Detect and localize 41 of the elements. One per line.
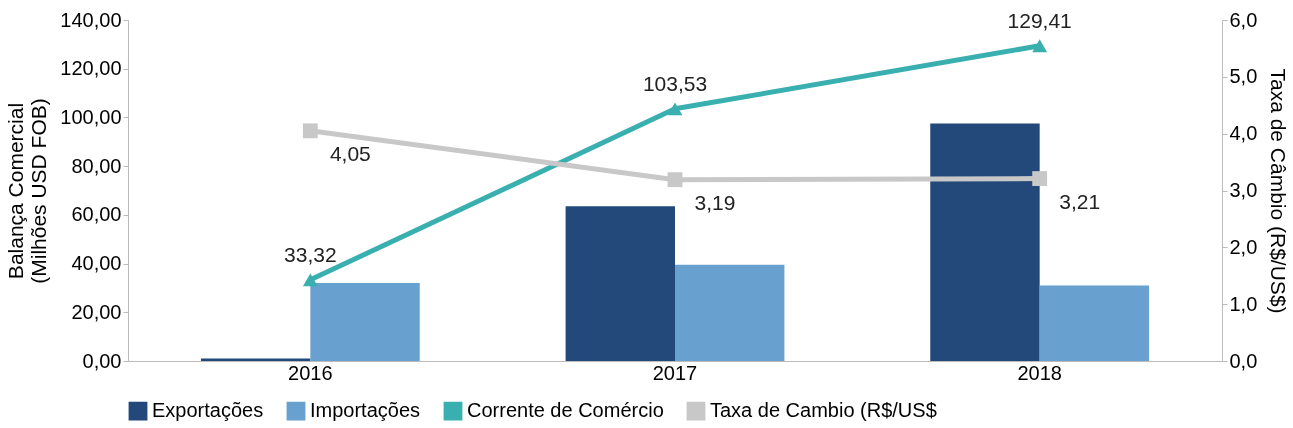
data-label: 33,32 (284, 242, 337, 266)
data-label: 4,05 (329, 141, 371, 165)
y-tick-label: 20,00 (71, 300, 122, 323)
bar (310, 283, 420, 361)
legend-label: Exportações (152, 399, 264, 422)
legend-label: Corrente de Comércio (467, 399, 664, 422)
bar (565, 206, 675, 361)
point (1032, 39, 1048, 53)
y2-axis-title: Taxa de Câmbio (R$/US$) (1267, 68, 1291, 314)
x-tick-label: 2016 (288, 361, 333, 384)
y-tick-label: 140,00 (60, 8, 122, 31)
y2-tick-label: 3,0 (1229, 179, 1258, 201)
data-label: 129,41 (1007, 8, 1072, 32)
y-tick-label: 60,00 (71, 203, 122, 226)
y-tick-label: 40,00 (71, 252, 122, 275)
y2-tick-label: 5,0 (1229, 65, 1258, 88)
x-tick-label: 2017 (652, 361, 698, 384)
data-label: 103,53 (642, 71, 708, 95)
y-axis-title: Balança Comercial (Milhões USD FOB) (4, 98, 51, 284)
data-label: 3,19 (694, 190, 736, 214)
legend-label: Importações (310, 399, 421, 422)
point (302, 123, 318, 139)
point (1032, 171, 1048, 186)
y2-tick-label: 4,0 (1229, 122, 1258, 145)
y2-tick-label: 6,0 (1229, 8, 1258, 31)
x-tick-label: 2018 (1017, 361, 1062, 384)
bar (930, 123, 1040, 361)
bar (675, 264, 785, 361)
y2-tick-label: 0,0 (1229, 349, 1258, 372)
point (667, 172, 683, 188)
y-tick-label: 80,00 (71, 154, 122, 177)
bar (1039, 285, 1150, 361)
y2-tick-label: 2,0 (1229, 235, 1258, 258)
point (667, 102, 683, 116)
y-tick-label: 120,00 (60, 57, 122, 80)
y-tick-label: 100,00 (60, 105, 122, 128)
point (302, 273, 318, 287)
data-label: 3,21 (1059, 189, 1101, 213)
y-tick-label: 0,00 (82, 349, 122, 372)
legend-label: Taxa de Cambio (R$/US$ (710, 399, 937, 422)
y2-tick-label: 1,0 (1229, 292, 1258, 315)
